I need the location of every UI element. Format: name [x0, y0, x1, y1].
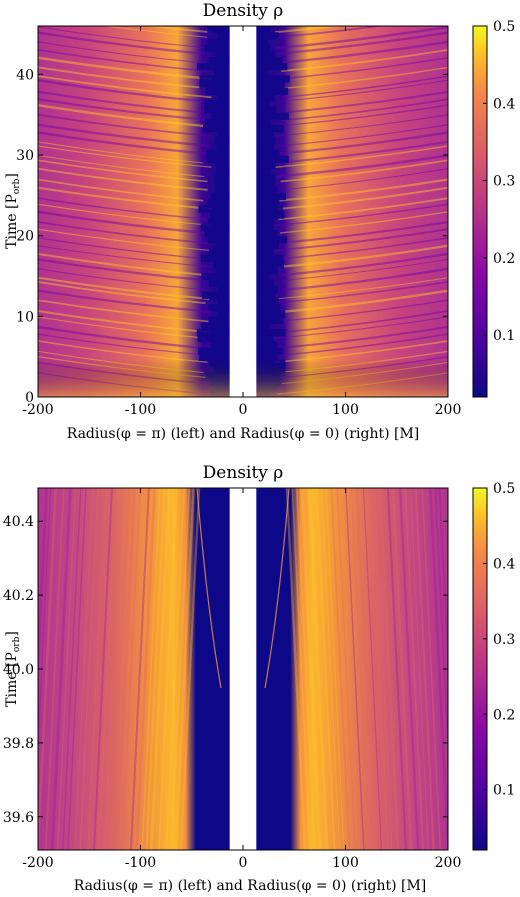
top-panel: Density ρ -200 -100 0 100 200 0 10 20 30 40 Radiu…: [4, 1, 515, 442]
top-xtick-label: -200: [22, 402, 53, 418]
top-ytick-label: 20: [16, 229, 34, 245]
bottom-xtick-label: 100: [332, 855, 359, 871]
top-xlabel: Radius(φ = π) (left) and Radius(φ = 0) (…: [67, 426, 420, 442]
top-ytick-label: 30: [16, 148, 34, 164]
top-heatmap: [38, 26, 448, 397]
top-colorbar: [472, 25, 488, 398]
top-cbar-tick-label: 0.5: [493, 19, 515, 35]
bottom-cbar-tick-label: 0.5: [493, 481, 515, 497]
bottom-ytick-label: 40.2: [3, 588, 34, 604]
bottom-xtick-label: 0: [239, 855, 248, 871]
top-cbar-tick-label: 0.2: [493, 251, 515, 267]
top-ytick-label: 0: [25, 390, 34, 406]
bottom-ytick-label: 40.4: [3, 514, 34, 530]
top-cbar-tick-label: 0.3: [493, 174, 515, 190]
bottom-ytick-label: 39.8: [3, 736, 34, 752]
bottom-panel: Density ρ -200 -100 0 100 200 39.6 39.8 40.0 40.…: [3, 463, 516, 894]
bottom-ticks: -200 -100 0 100 200 39.6 39.8 40.0 40.2 40.4: [3, 488, 462, 871]
bottom-xtick-label: -100: [125, 855, 156, 871]
top-ylabel: Time [Porb]: [4, 173, 22, 249]
top-xtick-label: 200: [435, 402, 462, 418]
bottom-ylabel: Time [Porb]: [4, 631, 22, 707]
bottom-heatmap: [38, 488, 448, 850]
bottom-ytick-label: 40.0: [3, 662, 34, 678]
top-title: Density ρ: [203, 1, 284, 21]
bottom-xtick-label: -200: [22, 855, 53, 871]
top-xtick-label: 0: [239, 402, 248, 418]
top-excised-region: [229, 26, 257, 397]
bottom-cbar-tick-label: 0.1: [493, 783, 515, 799]
top-xtick-label: 100: [332, 402, 359, 418]
bottom-colorbar: [472, 487, 488, 851]
top-ytick-label: 10: [16, 309, 34, 325]
top-cbar-tick-label: 0.4: [493, 96, 515, 112]
bottom-ytick-label: 39.6: [3, 810, 34, 826]
bottom-excised-region: [229, 488, 257, 850]
bottom-xtick-label: 200: [435, 855, 462, 871]
top-xtick-label: -100: [125, 402, 156, 418]
bottom-colorbar-ticks: 0.1 0.2 0.3 0.4 0.5: [483, 481, 515, 799]
top-cbar-tick-label: 0.1: [493, 328, 515, 344]
bottom-cbar-tick-label: 0.2: [493, 707, 515, 723]
bottom-title: Density ρ: [203, 463, 284, 483]
top-colorbar-ticks: 0.1 0.2 0.3 0.4 0.5: [483, 19, 515, 344]
bottom-cbar-tick-label: 0.4: [493, 556, 515, 572]
bottom-cbar-tick-label: 0.3: [493, 632, 515, 648]
top-ticks: -200 -100 0 100 200 0 10 20 30 40: [16, 26, 461, 418]
top-ytick-label: 40: [16, 67, 34, 83]
bottom-xlabel: Radius(φ = π) (left) and Radius(φ = 0) (…: [74, 878, 427, 894]
